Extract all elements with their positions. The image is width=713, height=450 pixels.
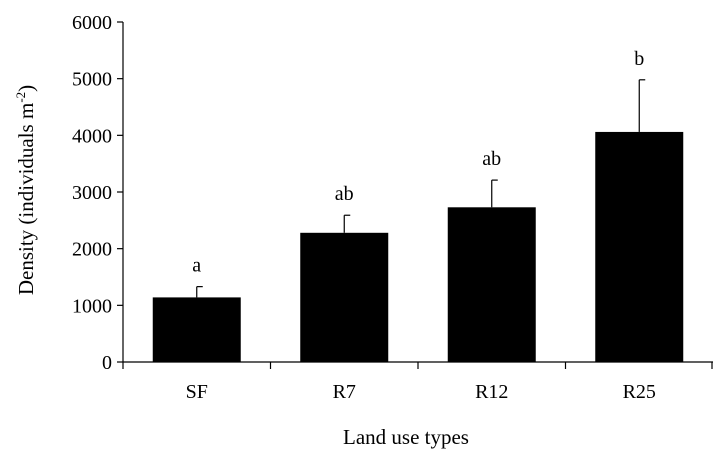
y-axis: 0 1000 2000 3000 4000 5000 6000: [72, 12, 124, 374]
y-tick-label: 3000: [72, 182, 112, 204]
y-axis-title: Density (individuals m-2): [13, 85, 38, 295]
x-axis: SF R7 R12 R25: [122, 361, 713, 403]
y-tick-label: 5000: [72, 69, 112, 91]
x-tick-label: R7: [333, 381, 356, 403]
bars: [152, 79, 684, 362]
y-axis-title-superscript: -2: [13, 92, 28, 103]
bar-r7: [300, 232, 389, 362]
y-tick-label: 4000: [72, 125, 112, 147]
significance-label: ab: [335, 183, 354, 205]
significance-labels: a ab ab b: [192, 48, 644, 277]
significance-label: a: [192, 255, 201, 277]
y-axis-title-close: ): [14, 85, 38, 92]
x-tick-label: SF: [186, 381, 208, 403]
bar-r12: [447, 207, 536, 362]
y-tick-label: 0: [102, 352, 112, 374]
x-tick-label: R25: [623, 381, 656, 403]
y-axis-title-main: Density (individuals m: [14, 103, 38, 296]
x-axis-title: Land use types: [343, 425, 469, 449]
bar-sf: [152, 297, 241, 362]
significance-label: ab: [482, 148, 501, 170]
x-tick-label: R12: [475, 381, 508, 403]
significance-label: b: [634, 48, 644, 70]
y-tick-label: 2000: [72, 239, 112, 261]
y-tick-label: 6000: [72, 12, 112, 34]
bar-r25: [595, 131, 684, 362]
y-tick-label: 1000: [72, 295, 112, 317]
